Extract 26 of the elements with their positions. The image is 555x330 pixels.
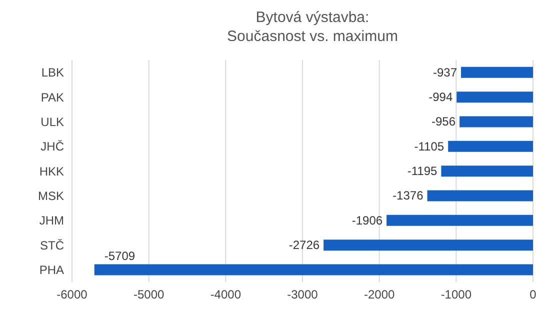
x-tick-label: -2000 [364,288,395,302]
x-tick-label: -1000 [440,288,472,302]
data-label: -956 [432,114,456,129]
data-label: -2726 [288,238,320,252]
data-label: -1195 [407,164,438,178]
y-tick-label: JHČ [40,140,64,154]
data-label: -5709 [104,249,136,264]
y-tick-label: PAK [40,90,64,104]
x-tick-label: -6000 [56,288,88,302]
x-tick-label: -3000 [287,288,318,302]
y-tick-label: STČ [40,238,64,252]
chart-title: Bytová výstavba: Současnost vs. maximum [226,8,399,47]
y-tick-label: LBK [41,66,64,80]
x-tick-label: -4000 [210,288,242,302]
y-tick-label: ULK [40,114,64,129]
x-tick-label: -5000 [133,288,164,302]
data-label: -994 [428,90,453,104]
y-tick-label: PHA [39,262,64,277]
data-label: -1376 [392,188,424,203]
data-label: -1906 [352,213,383,228]
y-tick-label: JHM [39,214,64,228]
x-tick-label: 0 [530,288,537,302]
data-label: -937 [432,65,458,80]
y-tick-label: MSK [38,188,64,203]
y-tick-label: HKK [39,164,64,178]
data-label: -1105 [414,139,444,154]
